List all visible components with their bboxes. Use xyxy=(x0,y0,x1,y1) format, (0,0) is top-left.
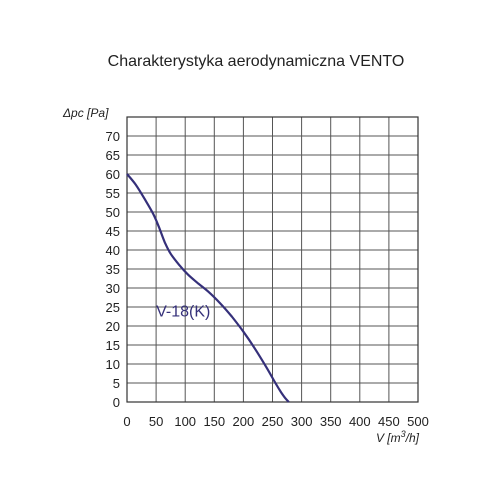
y-tick-label: 35 xyxy=(106,262,120,277)
y-tick-label: 70 xyxy=(106,129,120,144)
x-tick-label: 200 xyxy=(233,414,255,429)
y-tick-label: 20 xyxy=(106,319,120,334)
y-tick-label: 55 xyxy=(106,186,120,201)
x-tick-label: 100 xyxy=(174,414,196,429)
y-tick-label: 10 xyxy=(106,357,120,372)
x-axis-label-sup: 3 xyxy=(401,429,406,439)
x-tick-label: 300 xyxy=(291,414,313,429)
y-tick-label: 45 xyxy=(106,224,120,239)
y-tick-label: 15 xyxy=(106,338,120,353)
x-tick-label: 350 xyxy=(320,414,342,429)
x-tick-label: 50 xyxy=(149,414,163,429)
x-axis-label-main: V [m xyxy=(376,431,401,445)
series-line-0 xyxy=(126,173,290,403)
plot-frame xyxy=(126,116,419,403)
x-axis-label: V [m3/h] xyxy=(376,429,420,445)
y-tick-label: 0 xyxy=(113,395,120,410)
series: V-18(K) xyxy=(126,173,290,403)
x-tick-label: 250 xyxy=(262,414,284,429)
y-tick-label: 25 xyxy=(106,300,120,315)
x-tick-label: 500 xyxy=(407,414,429,429)
x-tick-label: 400 xyxy=(349,414,371,429)
y-tick-label: 30 xyxy=(106,281,120,296)
x-axis-label-end: /h] xyxy=(405,431,420,445)
series-label-0: V-18(K) xyxy=(156,304,210,321)
x-tick-label: 0 xyxy=(123,414,130,429)
y-tick-label: 65 xyxy=(106,148,120,163)
grid xyxy=(127,117,418,402)
y-tick-label: 5 xyxy=(113,376,120,391)
x-tick-label: 150 xyxy=(203,414,225,429)
y-tick-label: 50 xyxy=(106,205,120,220)
x-ticks: 0 50 100 150 200 250 300 350 400 450 500 xyxy=(123,414,428,429)
y-ticks: 0 5 10 15 20 25 30 35 40 45 50 55 60 65 70 xyxy=(106,129,120,410)
y-axis-label: Δpc [Pa] xyxy=(62,106,109,120)
chart-title: Charakterystyka aerodynamiczna VENTO xyxy=(108,53,405,70)
x-tick-label: 450 xyxy=(378,414,400,429)
y-tick-label: 60 xyxy=(106,167,120,182)
y-tick-label: 40 xyxy=(106,243,120,258)
